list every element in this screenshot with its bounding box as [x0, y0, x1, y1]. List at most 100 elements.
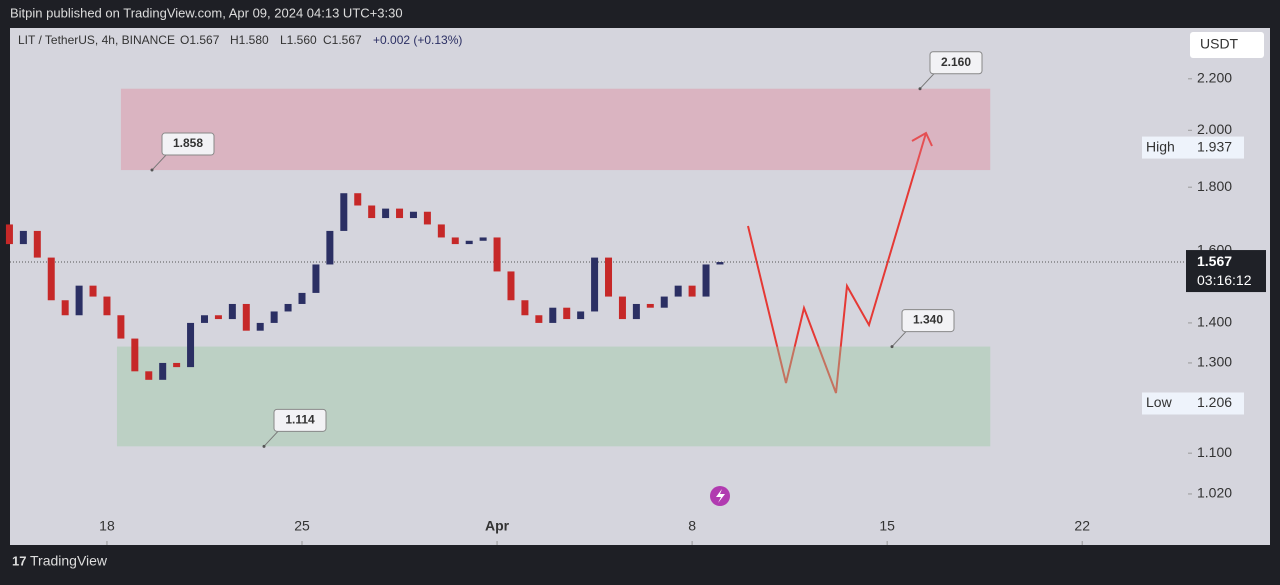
- candle-body: [423, 211, 431, 225]
- candle-body: [493, 237, 501, 272]
- ohlc-value: O1.567: [180, 33, 220, 47]
- symbol: LIT / TetherUS, 4h, BINANCE: [18, 33, 175, 47]
- callout-box: [161, 132, 215, 156]
- candle-body: [200, 315, 208, 323]
- candle-body: [577, 311, 585, 320]
- candle-body: [549, 307, 557, 323]
- projection: [747, 132, 927, 394]
- callout-point: [890, 345, 894, 349]
- header: Bitpin published on TradingView.com, Apr…: [10, 5, 403, 20]
- candle-body: [284, 303, 292, 312]
- callout-box: [929, 51, 983, 75]
- candle-body: [409, 211, 417, 219]
- callout-label: 1.114: [285, 413, 315, 427]
- candle-body: [61, 300, 69, 316]
- x-tick-label: 18: [99, 518, 115, 534]
- candle-body: [145, 371, 153, 380]
- candle-body: [465, 240, 473, 245]
- candle-body: [660, 296, 668, 308]
- candle-body: [242, 303, 250, 331]
- ohlc-value: H1.580: [230, 33, 269, 47]
- candle-body: [187, 322, 195, 368]
- candle-body: [521, 300, 529, 316]
- low-badge: [1142, 392, 1244, 415]
- candle-body: [228, 303, 236, 320]
- high-value: 1.937: [1197, 138, 1232, 154]
- candle-body: [368, 205, 376, 219]
- candle-body: [103, 296, 111, 316]
- low-value: 1.206: [1197, 394, 1232, 410]
- candle-body: [214, 315, 222, 320]
- candle-body: [688, 285, 696, 297]
- callout-label: 1.858: [173, 136, 203, 150]
- logo: 17: [12, 553, 26, 568]
- event-icon-bolt: [716, 489, 725, 503]
- candle-body: [298, 292, 306, 304]
- callout-point: [918, 87, 922, 91]
- y-tick-label: 2.000: [1197, 121, 1232, 137]
- chart-panel: [10, 28, 1270, 545]
- callout-label: 2.160: [941, 55, 971, 69]
- x-tick-label: 15: [879, 518, 895, 534]
- high-label: High: [1146, 138, 1175, 154]
- candle-body: [47, 257, 55, 301]
- candle-body: [605, 257, 613, 297]
- x-tick-label: 22: [1074, 518, 1090, 534]
- y-tick-label: 1.800: [1197, 178, 1232, 194]
- candle-body: [396, 208, 404, 219]
- y-tick-label: 1.100: [1197, 444, 1232, 460]
- callout-pointer: [263, 430, 279, 447]
- callout-point: [150, 168, 154, 172]
- y-tick-label: 1.020: [1197, 485, 1232, 501]
- candle-body: [19, 230, 27, 245]
- ohlc-value: +0.002 (+0.13%): [373, 33, 462, 47]
- callout-pointer: [151, 154, 167, 171]
- candle-body: [563, 307, 571, 320]
- candle-body: [632, 303, 640, 320]
- footer: TradingView: [30, 553, 108, 569]
- callout-pointer: [919, 73, 935, 90]
- candle-body: [507, 271, 515, 301]
- candle-body: [702, 264, 710, 297]
- y-tick-label: 2.200: [1197, 70, 1232, 86]
- x-tick-label: 8: [688, 518, 696, 534]
- currency-box: [1190, 32, 1264, 58]
- candle-body: [716, 262, 724, 265]
- y-tick-label: 1.300: [1197, 354, 1232, 370]
- candle-body: [340, 193, 348, 231]
- candle-body: [173, 362, 181, 368]
- high-badge: [1142, 136, 1244, 159]
- candle-body: [312, 264, 320, 293]
- candle-body: [646, 303, 654, 308]
- candle-body: [591, 257, 599, 312]
- candle-body: [535, 315, 543, 323]
- callout-box: [901, 309, 955, 333]
- y-tick-label: 1.400: [1197, 314, 1232, 330]
- countdown: 03:16:12: [1197, 272, 1252, 288]
- candle-body: [618, 296, 626, 320]
- candle-body: [451, 237, 459, 245]
- candle-body: [674, 285, 682, 297]
- x-tick-label: 25: [294, 518, 310, 534]
- candle-body: [256, 322, 264, 331]
- candle-body: [33, 230, 41, 258]
- candle-body: [75, 285, 83, 316]
- candle-body: [270, 311, 278, 323]
- low-label: Low: [1146, 394, 1173, 410]
- candle-body: [326, 230, 334, 265]
- callout-box: [273, 408, 327, 432]
- x-tick-label: Apr: [485, 518, 510, 534]
- currency: USDT: [1200, 36, 1239, 52]
- candle-body: [437, 224, 445, 238]
- candle-body: [131, 338, 139, 372]
- candle-body: [479, 237, 487, 241]
- last-value: 1.567: [1197, 253, 1232, 269]
- callout-label: 1.340: [913, 313, 943, 327]
- candle-body: [117, 315, 125, 339]
- candle-body: [89, 285, 97, 297]
- callout-point: [262, 444, 266, 448]
- last-badge: [1186, 250, 1266, 293]
- candle-body: [382, 208, 390, 219]
- candle-body: [354, 193, 362, 206]
